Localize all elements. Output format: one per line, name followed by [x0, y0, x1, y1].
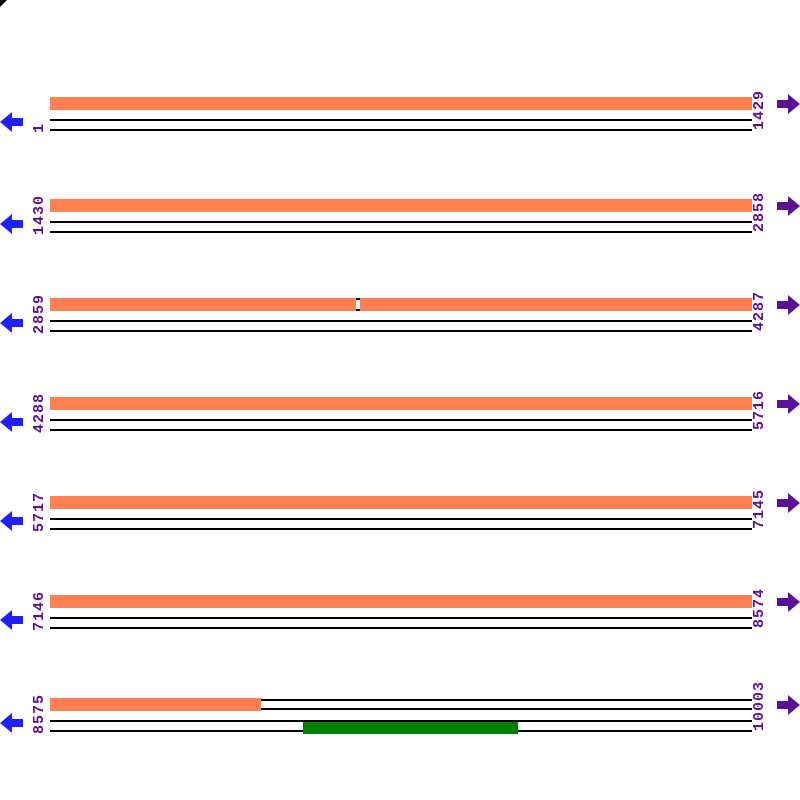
right-continuation-arrow-icon[interactable]: [777, 93, 800, 115]
feature-boundary-gap-mark: [355, 298, 360, 311]
strand-line-top: [50, 221, 752, 223]
row-end-coordinate: 8574: [751, 587, 768, 628]
strand-line-top: [50, 518, 752, 520]
left-continuation-arrow-icon[interactable]: [0, 213, 23, 235]
row-end-coordinate: 4287: [751, 290, 768, 331]
strand-line-bottom: [50, 528, 752, 530]
strand-line-bottom: [50, 627, 752, 629]
strand-line-top: [50, 119, 752, 121]
right-continuation-arrow-icon[interactable]: [777, 492, 800, 514]
strand-line-top: [50, 419, 752, 421]
forward-feature-bar: [50, 698, 261, 711]
forward-feature-bar: [50, 595, 752, 608]
left-continuation-arrow-icon[interactable]: [0, 411, 23, 433]
left-continuation-arrow-icon[interactable]: [0, 609, 23, 631]
strand-line-bottom: [50, 330, 752, 332]
strand-line-bottom: [50, 129, 752, 131]
row-end-coordinate: 10003: [751, 680, 768, 731]
forward-feature-bar: [50, 199, 752, 212]
corner-artifact-mark: [0, 0, 7, 7]
row-start-coordinate: 8575: [31, 693, 48, 734]
feature-track-outline-top: [260, 699, 752, 701]
strand-line-top: [50, 720, 752, 722]
row-start-coordinate: 7146: [31, 590, 48, 631]
left-continuation-arrow-icon[interactable]: [0, 312, 23, 334]
strand-line-top: [50, 320, 752, 322]
forward-feature-bar: [50, 397, 752, 410]
row-start-coordinate: 5717: [31, 491, 48, 532]
row-start-coordinate: 2859: [31, 293, 48, 334]
forward-feature-bar: [50, 496, 752, 509]
row-start-coordinate: 4288: [31, 392, 48, 433]
feature-track-outline-bottom: [260, 708, 752, 710]
right-continuation-arrow-icon[interactable]: [777, 393, 800, 415]
left-continuation-arrow-icon[interactable]: [0, 111, 23, 133]
row-end-coordinate: 2858: [751, 191, 768, 232]
right-continuation-arrow-icon[interactable]: [777, 294, 800, 316]
right-continuation-arrow-icon[interactable]: [777, 591, 800, 613]
forward-feature-bar: [50, 97, 752, 110]
strand-line-bottom: [50, 231, 752, 233]
strand-line-bottom: [50, 429, 752, 431]
forward-feature-bar: [50, 298, 752, 311]
row-start-coordinate: 1: [31, 122, 48, 133]
right-continuation-arrow-icon[interactable]: [777, 694, 800, 716]
left-continuation-arrow-icon[interactable]: [0, 510, 23, 532]
row-end-coordinate: 5716: [751, 389, 768, 430]
reverse-feature-bar: [302, 722, 519, 734]
row-end-coordinate: 7145: [751, 488, 768, 529]
left-continuation-arrow-icon[interactable]: [0, 712, 23, 734]
row-end-coordinate: 1429: [751, 89, 768, 130]
row-start-coordinate: 1430: [31, 194, 48, 235]
right-continuation-arrow-icon[interactable]: [777, 195, 800, 217]
strand-line-top: [50, 617, 752, 619]
